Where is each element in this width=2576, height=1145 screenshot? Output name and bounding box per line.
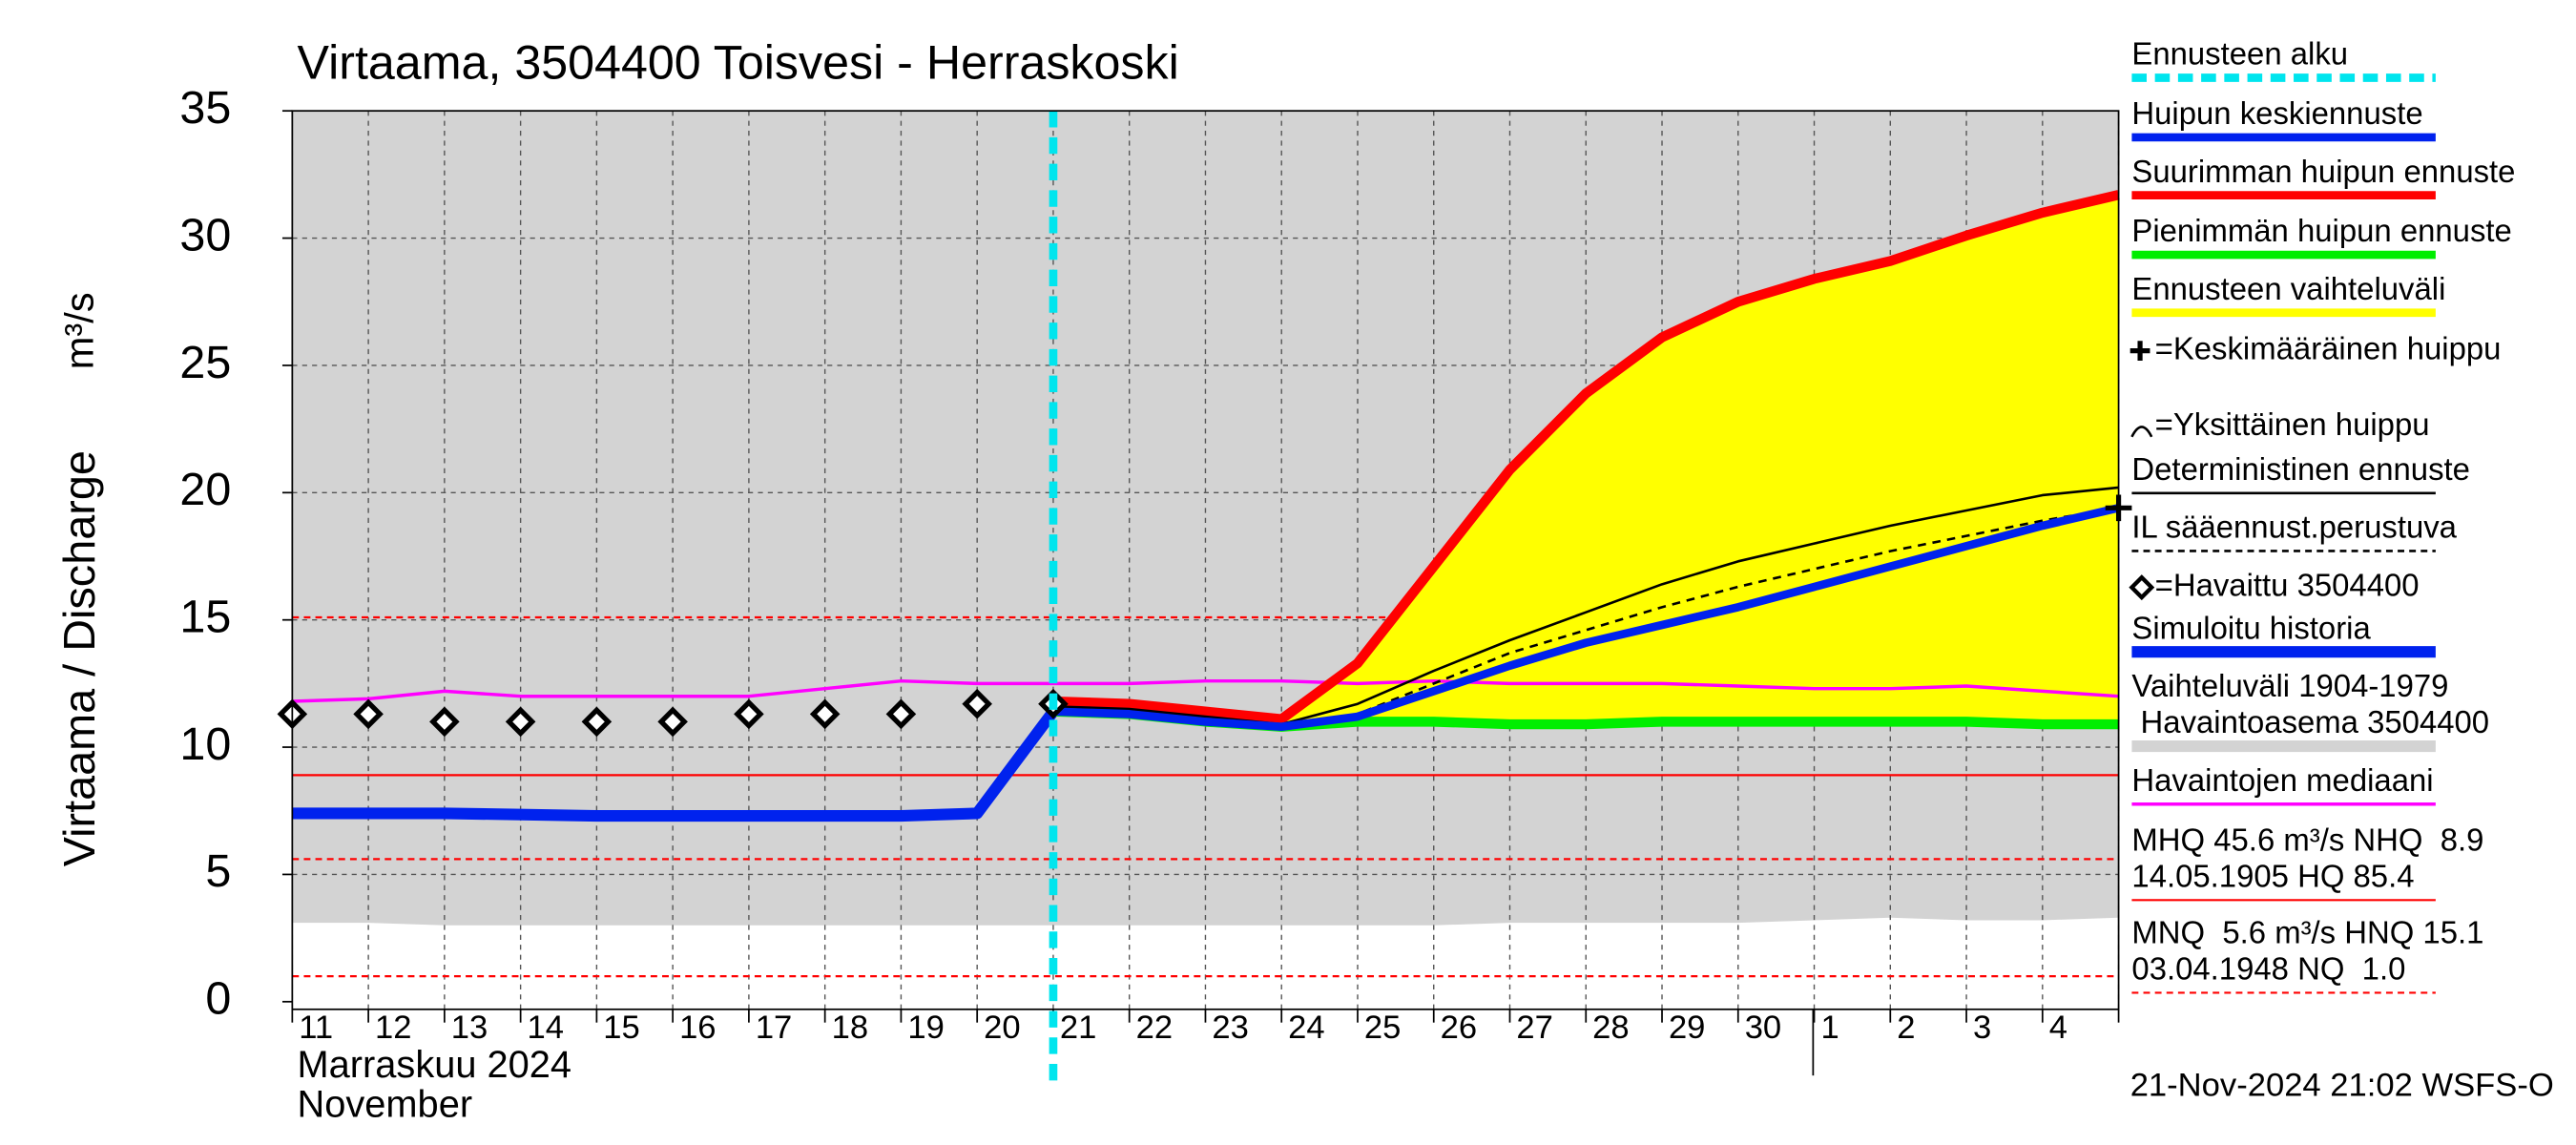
legend-label: Suurimman huipun ennuste (2131, 154, 2515, 189)
x-tick-label: 17 (756, 1010, 792, 1046)
x-tick-label: 22 (1136, 1010, 1173, 1046)
x-tick-label: 11 (299, 1010, 333, 1046)
observed-point (809, 698, 841, 730)
x-tick-label: 30 (1745, 1010, 1781, 1046)
series-line (1052, 504, 2120, 732)
legend-label: Ennusteen alku (2131, 36, 2348, 72)
timestamp: 21-Nov-2024 21:02 WSFS-O (2130, 1067, 2554, 1103)
chart-title: Virtaama, 3504400 Toisvesi - Herraskoski (298, 36, 1179, 90)
x-tick-label: 18 (832, 1010, 868, 1046)
observed-point (885, 698, 917, 730)
x-tick-label: 12 (375, 1010, 411, 1046)
y-tick-label: 25 (179, 337, 231, 388)
legend-label: IL sääennust.perustuva (2131, 510, 2457, 545)
x-tick-label: 13 (451, 1010, 488, 1046)
x-tick-label: 2 (1897, 1010, 1915, 1046)
legend-label: =Yksittäinen huippu (2155, 406, 2430, 442)
legend-label: =Keskimääräinen huippu (2155, 330, 2502, 365)
x-tick-label: 24 (1288, 1010, 1324, 1046)
x-tick-label: 14 (528, 1010, 564, 1046)
legend-label: Havaintojen mediaani (2131, 762, 2433, 798)
x-tick-label: 29 (1669, 1010, 1705, 1046)
x-tick-label: 3 (1973, 1010, 1991, 1046)
legend-label: MHQ 45.6 m³/s NHQ 8.9 (2131, 822, 2483, 857)
legend-label: Havaintoasema 3504400 (2131, 704, 2489, 739)
observed-point (962, 688, 992, 719)
y-tick-label: 20 (179, 464, 231, 515)
month-label-en: November (298, 1084, 473, 1126)
x-tick-label: 19 (907, 1010, 944, 1046)
plot-frame (291, 110, 2120, 1010)
y-tick-label: 30 (179, 209, 231, 260)
legend-label: Deterministinen ennuste (2131, 451, 2470, 487)
x-tick-label: 28 (1592, 1010, 1629, 1046)
month-label: Marraskuu 2024 (298, 1044, 572, 1086)
legend-symbol (2129, 574, 2155, 601)
legend-label: 03.04.1948 NQ 1.0 (2131, 951, 2405, 987)
x-tick-label: 15 (603, 1010, 639, 1046)
y-tick-label: 15 (179, 591, 231, 642)
x-tick-label: 26 (1441, 1010, 1477, 1046)
legend-symbol (2130, 426, 2153, 438)
x-tick-label: 25 (1364, 1010, 1401, 1046)
x-tick-label: 20 (984, 1010, 1020, 1046)
y-axis-label: Virtaama / Discharge (54, 450, 104, 866)
x-tick-label: 4 (2049, 1010, 2067, 1046)
series-line (1052, 486, 2119, 726)
legend-label: Huipun keskiennuste (2131, 95, 2422, 131)
y-tick-label: 5 (205, 845, 231, 897)
observed-point (505, 706, 536, 738)
observed-point (581, 706, 613, 738)
series-line (1052, 190, 2120, 724)
y-tick-label: 0 (205, 973, 231, 1025)
legend-label: Simuloitu historia (2131, 610, 2371, 645)
y-tick-label: 35 (179, 82, 231, 134)
x-tick-label: 1 (1820, 1010, 1839, 1046)
observed-point (734, 698, 764, 730)
x-tick-label: 21 (1060, 1010, 1096, 1046)
x-tick-label: 27 (1516, 1010, 1552, 1046)
legend-label: Ennusteen vaihteluväli (2131, 271, 2445, 306)
series-line (292, 678, 2119, 703)
observed-point (353, 698, 384, 730)
y-axis-unit: m³/s (57, 292, 102, 369)
x-tick-label: 23 (1212, 1010, 1248, 1046)
forecast-range (1052, 195, 2119, 727)
legend-label: 14.05.1905 HQ 85.4 (2131, 858, 2414, 893)
legend-label: Vaihteluväli 1904-1979 (2131, 668, 2448, 703)
legend-label: MNQ 5.6 m³/s HNQ 15.1 (2131, 914, 2483, 949)
legend-label: Pienimmän huipun ennuste (2131, 213, 2511, 248)
y-tick-label: 10 (179, 718, 231, 770)
observed-point (429, 706, 460, 738)
legend-label: =Havaittu 3504400 (2155, 567, 2420, 602)
series-line (292, 708, 1058, 822)
observed-point (657, 706, 688, 738)
x-tick-label: 16 (679, 1010, 716, 1046)
legend-symbol (2129, 341, 2150, 362)
